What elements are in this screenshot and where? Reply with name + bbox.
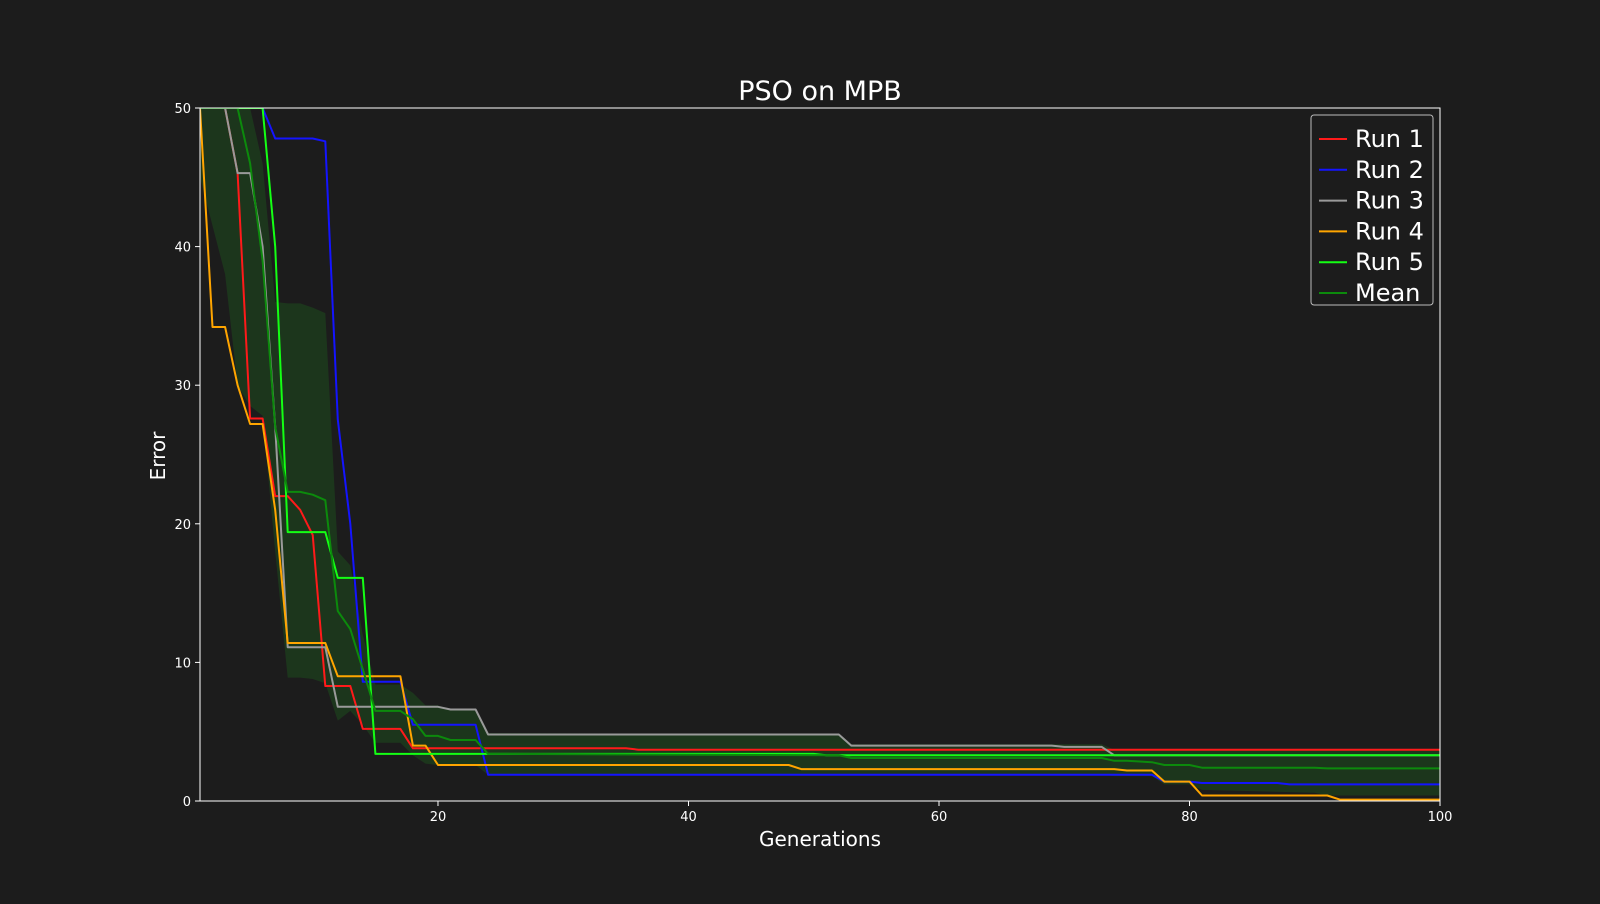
legend-label: Run 5 xyxy=(1355,248,1424,276)
legend-box xyxy=(1310,114,1434,306)
y-tick-label: 40 xyxy=(174,241,191,256)
y-tick-label: 30 xyxy=(174,379,191,394)
y-axis-label: Error xyxy=(146,431,170,481)
chart-title: PSO on MPB xyxy=(738,76,902,107)
x-tick-label: 100 xyxy=(1428,810,1453,825)
series-line-run-4 xyxy=(200,108,1440,801)
y-tick-label: 10 xyxy=(174,656,191,671)
legend-label: Run 4 xyxy=(1355,217,1424,245)
y-tick-label: 50 xyxy=(174,102,191,117)
x-tick-label: 20 xyxy=(430,810,447,825)
legend-label: Run 2 xyxy=(1355,156,1424,184)
series-line-run-1 xyxy=(200,108,1440,751)
series-line-run-3 xyxy=(200,108,1440,757)
x-tick-label: 40 xyxy=(680,810,697,825)
x-tick-label: 60 xyxy=(931,810,948,825)
legend-label: Run 3 xyxy=(1355,187,1424,215)
y-tick-label: 20 xyxy=(174,518,191,533)
legend-label: Run 1 xyxy=(1355,125,1424,153)
x-tick-label: 80 xyxy=(1181,810,1198,825)
series-line-mean xyxy=(200,108,1440,770)
legend-label: Mean xyxy=(1355,279,1420,307)
axis-ticks: 20 40 60 80 100 0 10 20 30 40 50 xyxy=(174,102,1452,825)
axes-frame xyxy=(199,107,1441,802)
x-axis-label: Generations xyxy=(759,827,881,851)
plot-area xyxy=(200,108,1440,801)
y-tick-label: 0 xyxy=(183,795,191,810)
